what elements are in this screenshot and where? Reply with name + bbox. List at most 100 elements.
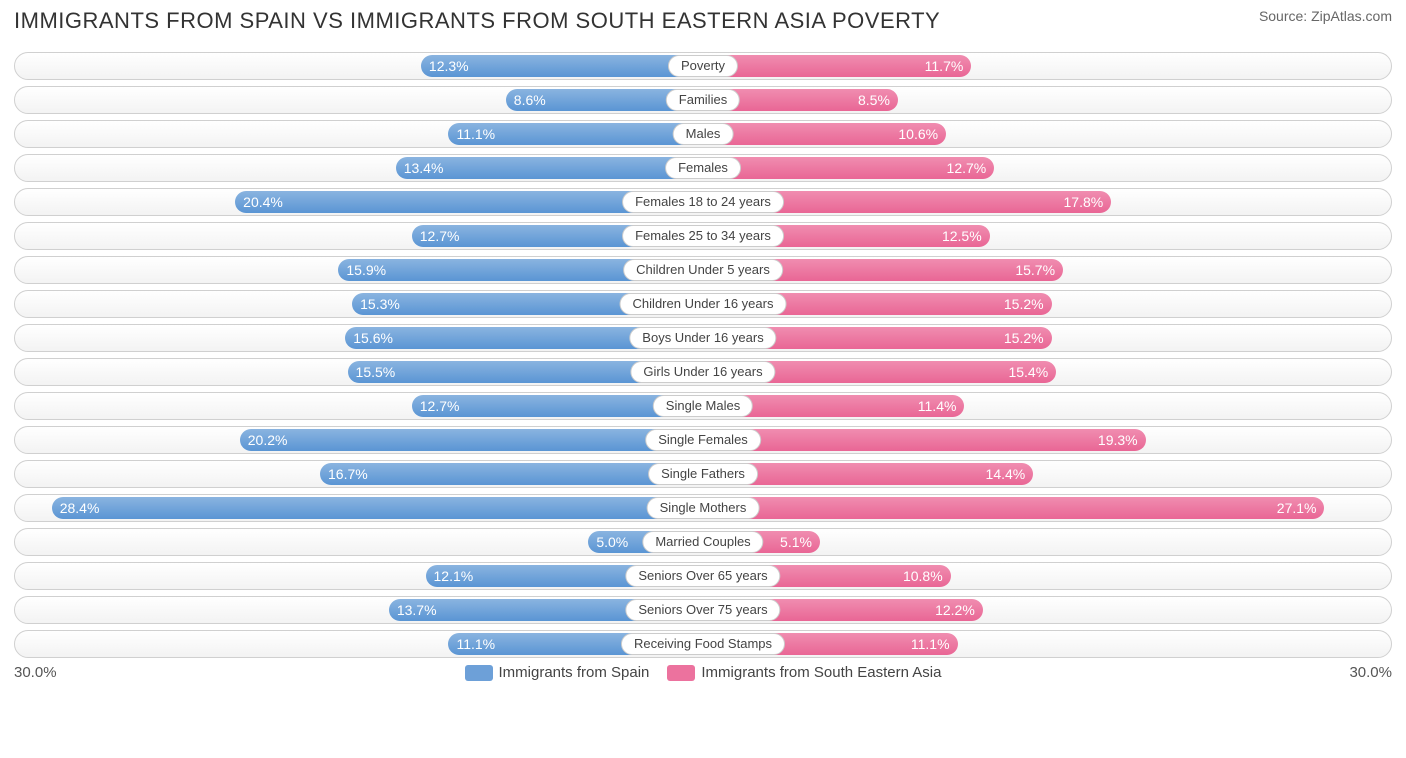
value-left: 5.0% [588, 529, 628, 555]
category-label: Females [665, 157, 741, 179]
row-half-left: 13.7% [15, 597, 703, 623]
row-half-right: 27.1% [703, 495, 1391, 521]
legend-item-left: Immigrants from Spain [465, 664, 650, 681]
category-label: Girls Under 16 years [630, 361, 775, 383]
value-right: 14.4% [986, 461, 1034, 487]
value-right: 11.7% [925, 53, 972, 79]
value-right: 15.4% [1008, 359, 1056, 385]
chart-row: 12.7%11.4%Single Males [14, 392, 1392, 420]
value-right: 8.5% [858, 87, 898, 113]
chart-row: 15.5% 15.4% Girls Under 16 years [14, 358, 1392, 386]
value-right: 12.5% [942, 223, 990, 249]
value-right: 12.7% [947, 155, 995, 181]
row-half-left: 20.2% [15, 427, 703, 453]
category-label: Children Under 16 years [620, 293, 787, 315]
legend-swatch-right [667, 665, 695, 681]
row-half-right: 11.4% [703, 393, 1391, 419]
row-half-right: 12.5% [703, 223, 1391, 249]
value-right: 15.2% [1004, 325, 1052, 351]
chart-title: IMMIGRANTS FROM SPAIN VS IMMIGRANTS FROM… [14, 8, 940, 34]
bar-right [703, 429, 1146, 451]
row-half-right: 15.2% [703, 291, 1391, 317]
row-half-left: 20.4% [15, 189, 703, 215]
value-right: 12.2% [935, 597, 983, 623]
chart-header: IMMIGRANTS FROM SPAIN VS IMMIGRANTS FROM… [14, 8, 1392, 34]
row-half-right: 15.4% [703, 359, 1391, 385]
chart-row: 15.3%15.2%Children Under 16 years [14, 290, 1392, 318]
category-label: Single Mothers [647, 497, 760, 519]
axis-max-right: 30.0% [1349, 664, 1392, 681]
row-half-left: 15.9% [15, 257, 703, 283]
value-right: 17.8% [1064, 189, 1112, 215]
chart-row: 12.1%10.8%Seniors Over 65 years [14, 562, 1392, 590]
legend-label-right: Immigrants from South Eastern Asia [701, 664, 941, 681]
value-left: 12.3% [421, 53, 469, 79]
row-half-left: 12.1% [15, 563, 703, 589]
row-half-right: 14.4% [703, 461, 1391, 487]
value-left: 20.2% [240, 427, 288, 453]
row-half-left: 11.1% [15, 121, 703, 147]
bar-left [320, 463, 703, 485]
value-right: 15.7% [1015, 257, 1063, 283]
category-label: Poverty [668, 55, 738, 77]
row-half-right: 15.2% [703, 325, 1391, 351]
value-right: 27.1% [1277, 495, 1325, 521]
category-label: Females 18 to 24 years [622, 191, 784, 213]
row-half-right: 17.8% [703, 189, 1391, 215]
chart-row: 15.6% 15.2% Boys Under 16 years [14, 324, 1392, 352]
chart-row: 13.4% 12.7% Females [14, 154, 1392, 182]
value-left: 12.1% [426, 563, 474, 589]
chart-row: 12.3% 11.7% Poverty [14, 52, 1392, 80]
value-left: 20.4% [235, 189, 283, 215]
row-half-left: 13.4% [15, 155, 703, 181]
chart-row: 13.7%12.2%Seniors Over 75 years [14, 596, 1392, 624]
chart-row: 28.4% 27.1% Single Mothers [14, 494, 1392, 522]
row-half-right: 11.1% [703, 631, 1391, 657]
row-half-left: 28.4% [15, 495, 703, 521]
value-right: 19.3% [1098, 427, 1146, 453]
row-half-left: 11.1% [15, 631, 703, 657]
category-label: Receiving Food Stamps [621, 633, 785, 655]
chart-row: 11.1%10.6%Males [14, 120, 1392, 148]
row-half-right: 15.7% [703, 257, 1391, 283]
row-half-right: 12.7% [703, 155, 1391, 181]
chart-row: 16.7%14.4%Single Fathers [14, 460, 1392, 488]
row-half-left: 12.7% [15, 393, 703, 419]
chart-source: Source: ZipAtlas.com [1259, 8, 1392, 24]
chart-row: 15.9%15.7%Children Under 5 years [14, 256, 1392, 284]
legend-swatch-left [465, 665, 493, 681]
value-right: 11.4% [918, 393, 965, 419]
category-label: Families [666, 89, 740, 111]
category-label: Boys Under 16 years [629, 327, 776, 349]
diverging-bar-chart: 12.3% 11.7% Poverty 8.6% 8.5% Families 11.1% 10… [14, 52, 1392, 658]
row-half-left: 8.6% [15, 87, 703, 113]
row-half-left: 12.7% [15, 223, 703, 249]
value-left: 11.1% [448, 121, 495, 147]
chart-row: 8.6% 8.5% Families [14, 86, 1392, 114]
value-left: 8.6% [506, 87, 546, 113]
legend-label-left: Immigrants from Spain [499, 664, 650, 681]
row-half-right: 10.6% [703, 121, 1391, 147]
axis-max-left: 30.0% [14, 664, 57, 681]
chart-row: 5.0%5.1%Married Couples [14, 528, 1392, 556]
row-half-right: 5.1% [703, 529, 1391, 555]
chart-row: 20.2% 19.3% Single Females [14, 426, 1392, 454]
value-left: 15.9% [338, 257, 386, 283]
value-left: 16.7% [320, 461, 368, 487]
value-left: 12.7% [412, 393, 460, 419]
category-label: Single Females [645, 429, 761, 451]
category-label: Females 25 to 34 years [622, 225, 784, 247]
category-label: Seniors Over 65 years [625, 565, 780, 587]
row-half-left: 16.7% [15, 461, 703, 487]
row-half-right: 12.2% [703, 597, 1391, 623]
row-half-left: 12.3% [15, 53, 703, 79]
chart-footer: 30.0% Immigrants from Spain Immigrants f… [14, 664, 1392, 681]
value-left: 15.5% [348, 359, 396, 385]
row-half-left: 15.6% [15, 325, 703, 351]
row-half-left: 5.0% [15, 529, 703, 555]
chart-row: 20.4% 17.8% Females 18 to 24 years [14, 188, 1392, 216]
value-left: 11.1% [448, 631, 495, 657]
bar-left [52, 497, 703, 519]
row-half-right: 8.5% [703, 87, 1391, 113]
bar-right [703, 497, 1324, 519]
